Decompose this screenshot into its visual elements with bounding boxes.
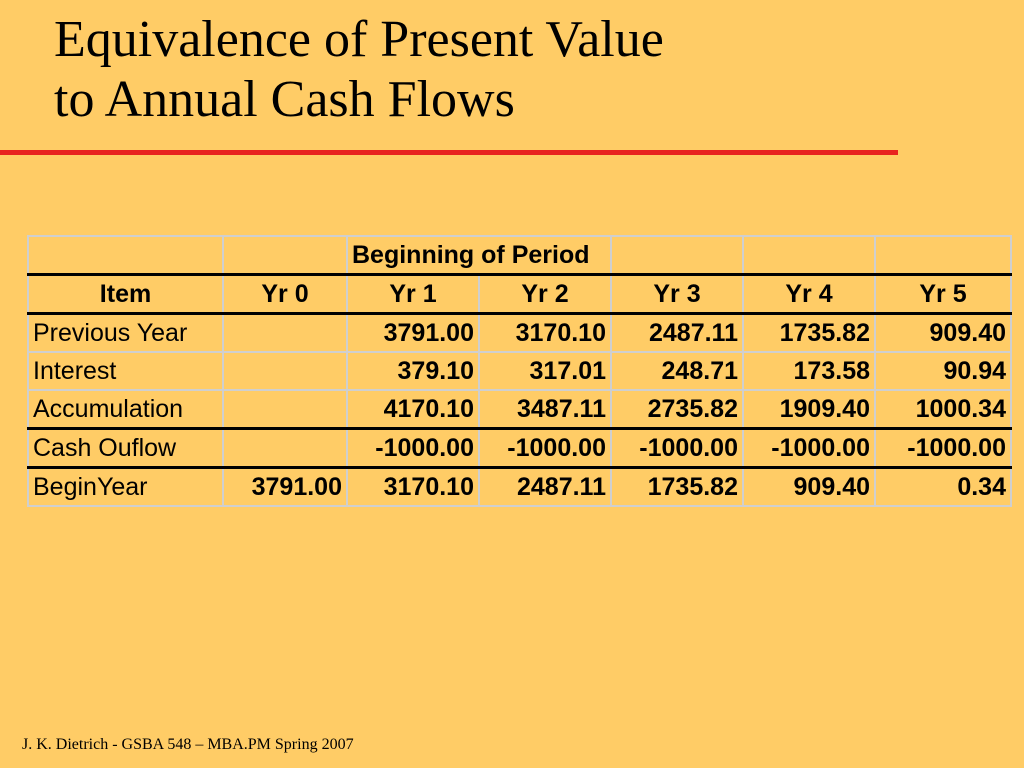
row-label: BeginYear bbox=[27, 466, 224, 507]
column-header-yr1: Yr 1 bbox=[346, 273, 480, 315]
slide-title-line-1: Equivalence of Present Value bbox=[54, 11, 664, 68]
table-cell: 4170.10 bbox=[346, 389, 480, 430]
column-header-yr3: Yr 3 bbox=[610, 273, 744, 315]
table-cell: -1000.00 bbox=[478, 427, 612, 469]
table-cell: 379.10 bbox=[346, 351, 480, 391]
table-cell bbox=[222, 312, 348, 353]
table-cell: -1000.00 bbox=[874, 427, 1012, 469]
table-row-begin-year: BeginYear 3791.00 3170.10 2487.11 1735.8… bbox=[27, 466, 1012, 507]
column-header-row: Item Yr 0 Yr 1 Yr 2 Yr 3 Yr 4 Yr 5 bbox=[27, 273, 1012, 315]
table-cell: 173.58 bbox=[742, 351, 876, 391]
column-header-yr4: Yr 4 bbox=[742, 273, 876, 315]
row-label: Cash Ouflow bbox=[27, 427, 224, 469]
empty-cell bbox=[610, 235, 744, 276]
column-header-yr2: Yr 2 bbox=[478, 273, 612, 315]
table-cell bbox=[222, 351, 348, 391]
table-cell: 317.01 bbox=[478, 351, 612, 391]
slide-title-line-2: to Annual Cash Flows bbox=[54, 71, 515, 128]
row-label: Interest bbox=[27, 351, 224, 391]
column-header-yr0: Yr 0 bbox=[222, 273, 348, 315]
table-cell: 3791.00 bbox=[222, 466, 348, 507]
column-header-yr5: Yr 5 bbox=[874, 273, 1012, 315]
row-label: Previous Year bbox=[27, 312, 224, 353]
beginning-of-period-header: Beginning of Period bbox=[346, 235, 612, 276]
table-row-cash-outflow: Cash Ouflow -1000.00 -1000.00 -1000.00 -… bbox=[27, 427, 1012, 469]
empty-cell bbox=[27, 235, 224, 276]
table-row-interest: Interest 379.10 317.01 248.71 173.58 90.… bbox=[27, 351, 1012, 391]
table-cell: 248.71 bbox=[610, 351, 744, 391]
table-row-accumulation: Accumulation 4170.10 3487.11 2735.82 190… bbox=[27, 389, 1012, 430]
cash-flow-table: Beginning of Period Item Yr 0 Yr 1 Yr 2 … bbox=[27, 235, 1012, 507]
table-cell bbox=[222, 427, 348, 469]
title-underline bbox=[0, 150, 898, 155]
table-cell: 1909.40 bbox=[742, 389, 876, 430]
table-cell: 3170.10 bbox=[346, 466, 480, 507]
table-cell: 90.94 bbox=[874, 351, 1012, 391]
table-cell: 2487.11 bbox=[610, 312, 744, 353]
table-cell: 0.34 bbox=[874, 466, 1012, 507]
table-cell: 1000.34 bbox=[874, 389, 1012, 430]
empty-cell bbox=[742, 235, 876, 276]
table-row-previous-year: Previous Year 3791.00 3170.10 2487.11 17… bbox=[27, 312, 1012, 353]
table-cell: 3487.11 bbox=[478, 389, 612, 430]
empty-cell bbox=[874, 235, 1012, 276]
slide-footer: J. K. Dietrich - GSBA 548 – MBA.PM Sprin… bbox=[22, 736, 354, 753]
table-cell: 2735.82 bbox=[610, 389, 744, 430]
table-cell: 1735.82 bbox=[610, 466, 744, 507]
table-cell: -1000.00 bbox=[610, 427, 744, 469]
empty-cell bbox=[222, 235, 348, 276]
slide-title: Equivalence of Present Value to Annual C… bbox=[54, 10, 664, 130]
table-cell: 909.40 bbox=[874, 312, 1012, 353]
group-header-row: Beginning of Period bbox=[27, 235, 1012, 276]
table-cell: 3791.00 bbox=[346, 312, 480, 353]
row-label: Accumulation bbox=[27, 389, 224, 430]
table-cell: 3170.10 bbox=[478, 312, 612, 353]
table-cell: 909.40 bbox=[742, 466, 876, 507]
table-cell: 2487.11 bbox=[478, 466, 612, 507]
column-header-item: Item bbox=[27, 273, 224, 315]
table-cell: -1000.00 bbox=[742, 427, 876, 469]
table-cell: -1000.00 bbox=[346, 427, 480, 469]
table-cell bbox=[222, 389, 348, 430]
table-cell: 1735.82 bbox=[742, 312, 876, 353]
